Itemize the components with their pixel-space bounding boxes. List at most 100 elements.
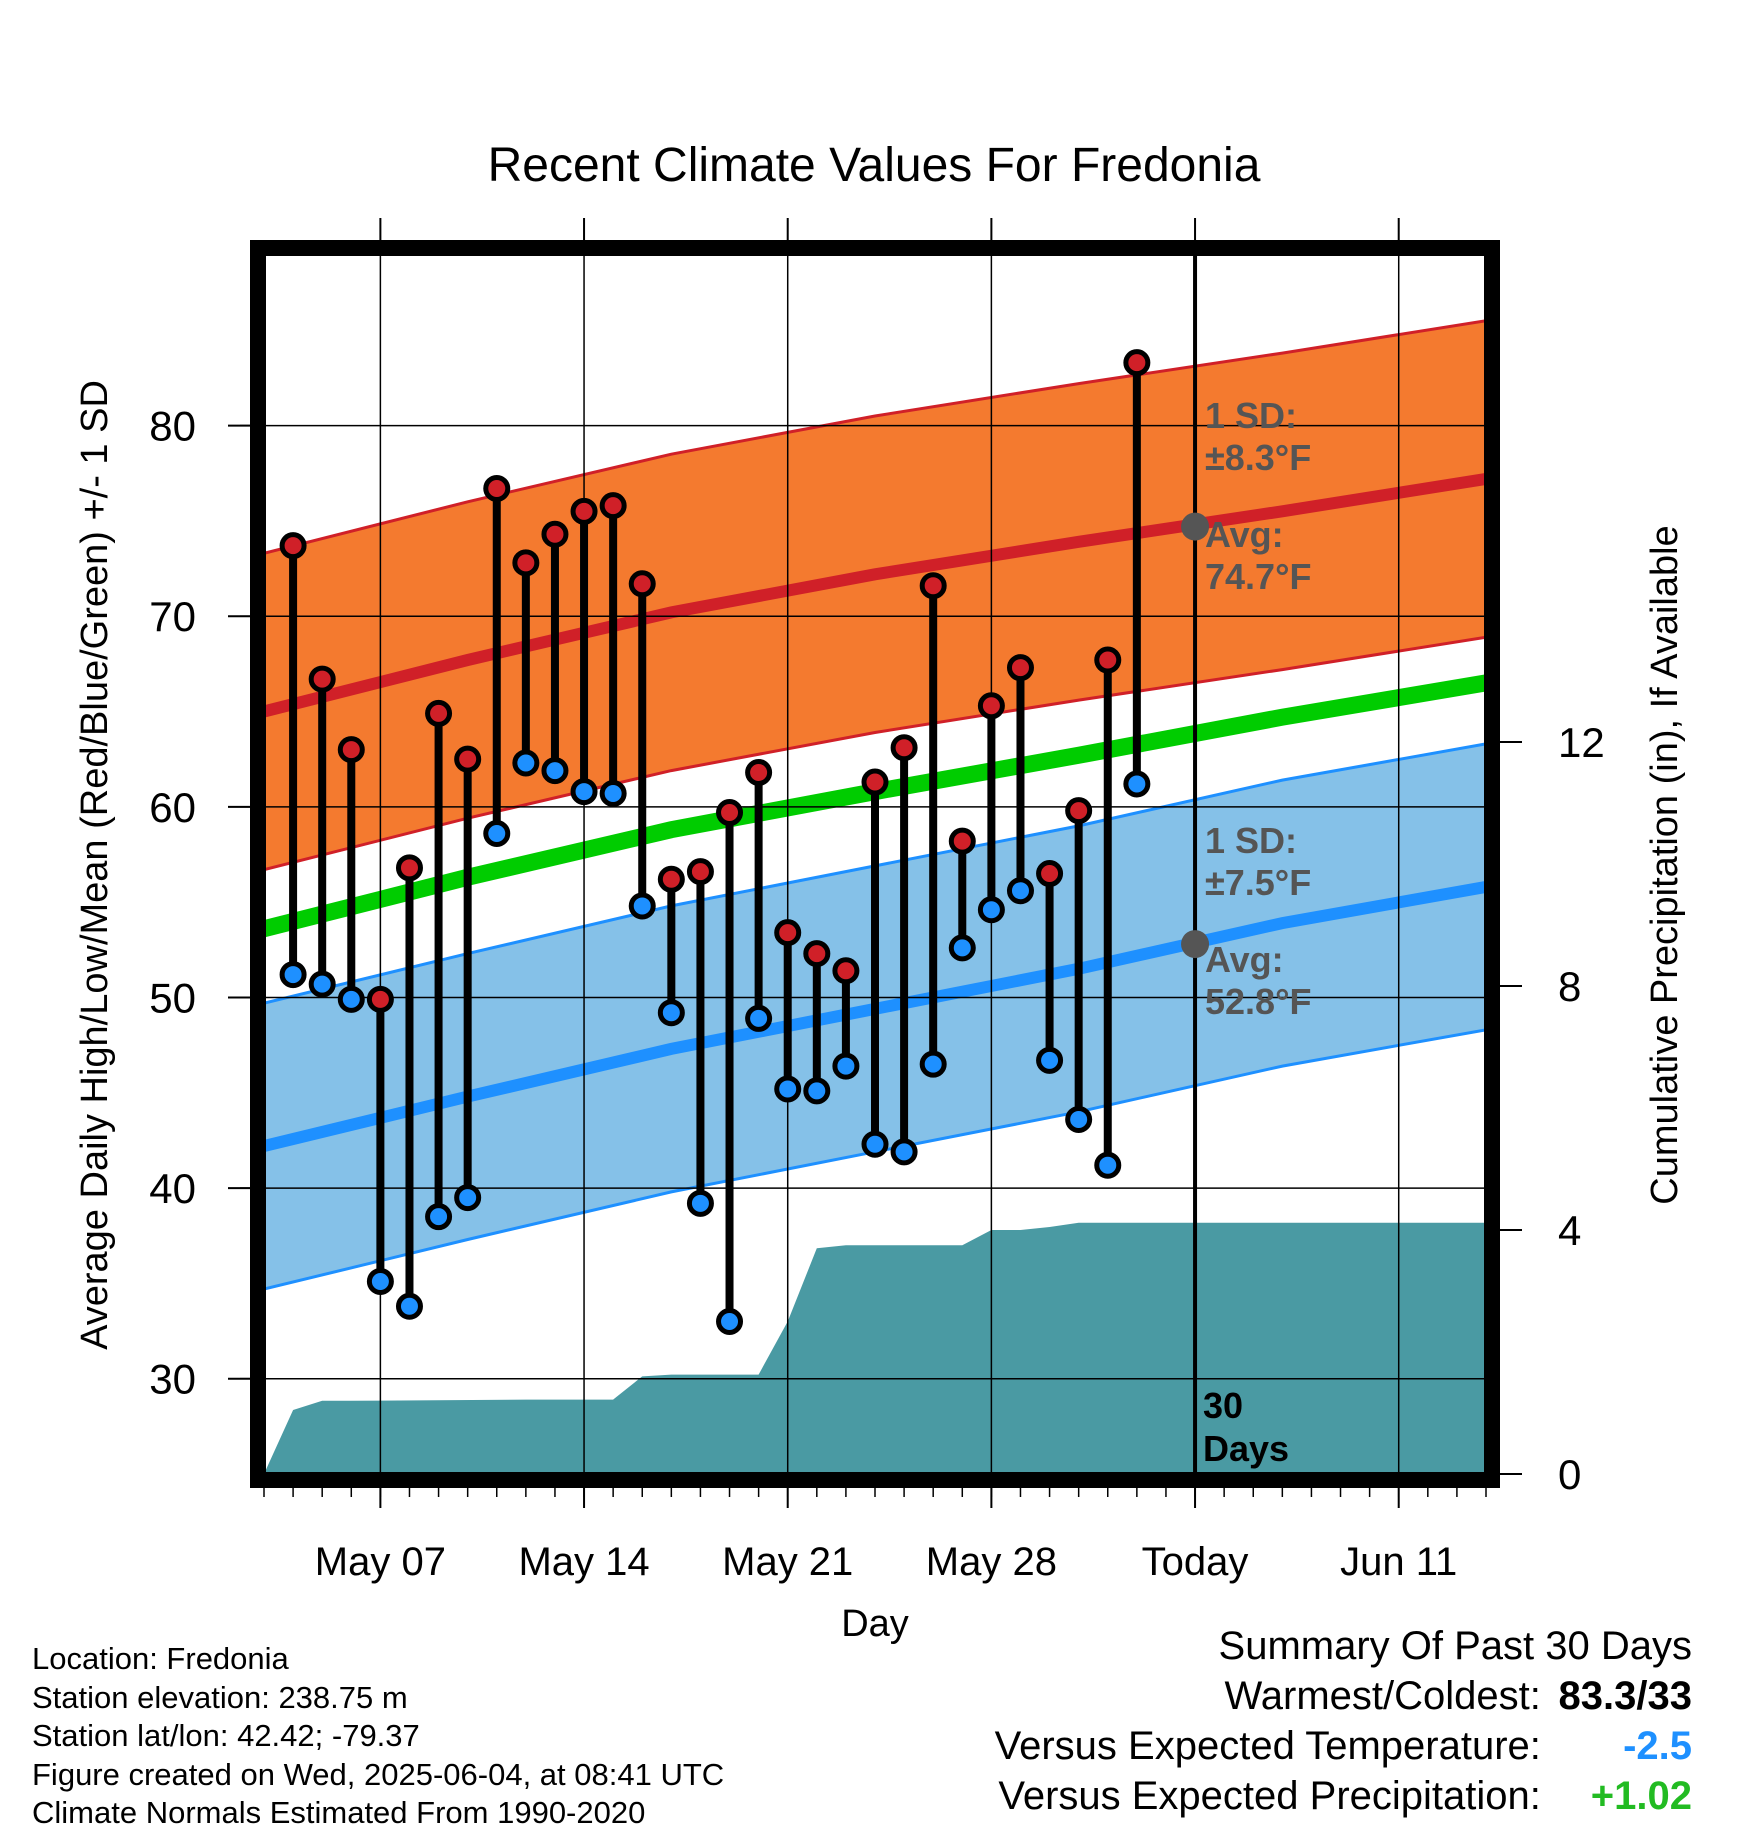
daily-high-point: [366, 985, 394, 1013]
x-tick-label: Today: [1142, 1540, 1249, 1584]
daily-low-point: [745, 1004, 773, 1032]
daily-low-point: [919, 1050, 947, 1078]
daily-high-point: [1065, 797, 1093, 825]
daily-high-point: [599, 492, 627, 520]
daily-low-point: [948, 934, 976, 962]
daily-low-point: [1123, 770, 1151, 798]
daily-low-point: [686, 1189, 714, 1217]
temp-row: Versus Expected Temperature: -2.5: [995, 1721, 1692, 1771]
latlon-text: Station lat/lon: 42.42; -79.37: [32, 1718, 420, 1753]
daily-low-point: [774, 1075, 802, 1103]
daily-low-point: [366, 1267, 394, 1295]
daily-low-point: [716, 1308, 744, 1335]
precip-value: +1.02: [1590, 1774, 1692, 1818]
daily-high-point: [395, 854, 423, 882]
daily-low-point: [977, 896, 1005, 924]
today-marker: [1181, 254, 1210, 1474]
top-ticks: [379, 218, 1400, 240]
x-tick-label: May 21: [722, 1540, 853, 1584]
daily-low-point: [1006, 877, 1034, 905]
daily-low-point: [483, 820, 511, 847]
y-axis-right: 0 4 8 12: [1500, 719, 1605, 1498]
daily-high-point: [308, 665, 336, 693]
daily-low-point: [628, 892, 656, 920]
daily-high-point: [512, 549, 540, 577]
daily-high-point: [1036, 860, 1064, 888]
y2-tick-label: 4: [1558, 1207, 1581, 1254]
daily-low-point: [1094, 1151, 1122, 1179]
daily-high-point: [919, 572, 947, 600]
daily-high-point: [977, 692, 1005, 720]
low-sd-label: 1 SD:: [1205, 820, 1297, 861]
daily-low-point: [832, 1052, 860, 1080]
y-tick-label: 70: [149, 593, 196, 640]
x-axis-title: Day: [841, 1603, 909, 1645]
x-tick-label: May 07: [315, 1540, 446, 1584]
high-sd-band: [264, 320, 1486, 870]
high-avg-today-dot: [1181, 512, 1210, 541]
y2-tick-label: 0: [1558, 1451, 1581, 1498]
daily-high-point: [425, 699, 453, 727]
daily-high-point: [657, 865, 685, 893]
temp-value: -2.5: [1623, 1724, 1692, 1768]
daily-high-point: [337, 736, 365, 764]
daily-high-point: [279, 532, 307, 560]
temp-label: Versus Expected Temperature:: [994, 1724, 1541, 1768]
daily-low-point: [803, 1077, 831, 1105]
days-word: Days: [1203, 1428, 1289, 1469]
low-avg-today-dot: [1181, 930, 1210, 959]
high-sd-value: ±8.3°F: [1205, 437, 1311, 478]
y-tick-label: 50: [149, 974, 196, 1021]
daily-high-point: [832, 957, 860, 985]
daily-low-point: [541, 757, 569, 785]
daily-low-point: [890, 1138, 918, 1166]
daily-high-point: [890, 734, 918, 762]
daily-high-point: [803, 940, 831, 968]
days-number: 30: [1203, 1385, 1243, 1426]
daily-low-point: [1036, 1046, 1064, 1074]
precipitation-area: [264, 1222, 1486, 1474]
created-text: Figure created on Wed, 2025-06-04, at 08…: [32, 1756, 725, 1792]
daily-high-point: [861, 768, 889, 796]
daily-high-point: [1006, 654, 1034, 682]
chart-title: Recent Climate Values For Fredonia: [488, 139, 1261, 192]
daily-low-point: [337, 985, 365, 1013]
daily-low-point: [454, 1184, 482, 1212]
station-info: Location: Fredonia Station elevation: 23…: [32, 1640, 724, 1833]
y-tick-label: 80: [149, 403, 196, 450]
high-band-upper-edge: [264, 319, 1486, 555]
precip-row: Versus Expected Precipitation: +1.02: [995, 1771, 1692, 1821]
daily-low-point: [657, 999, 685, 1027]
y-tick-label: 40: [149, 1165, 196, 1212]
y-tick-label: 30: [149, 1356, 196, 1403]
avg-high-line: [264, 472, 1486, 718]
low-avg-value: 52.8°F: [1205, 981, 1311, 1022]
location-text: Location: Fredonia: [32, 1641, 289, 1676]
daily-high-point: [483, 474, 511, 502]
y2-tick-label: 8: [1558, 963, 1581, 1010]
high-avg-value: 74.7°F: [1205, 556, 1311, 597]
daily-high-point: [454, 745, 482, 773]
low-sd-value: ±7.5°F: [1205, 862, 1311, 903]
warm-cold-value: 83.3/33: [1558, 1674, 1692, 1718]
daily-low-point: [599, 779, 627, 807]
summary-heading: Summary Of Past 30 Days: [1218, 1624, 1692, 1668]
summary-panel: Summary Of Past 30 Days Warmest/Coldest:…: [995, 1621, 1692, 1821]
daily-low-point: [279, 961, 307, 989]
normals-text: Climate Normals Estimated From 1990-2020: [32, 1795, 646, 1830]
y2-tick-label: 12: [1558, 719, 1605, 766]
daily-high-point: [628, 570, 656, 598]
daily-high-point: [948, 827, 976, 855]
daily-high-point: [570, 497, 598, 525]
y2-axis-title: Cumulative Precipitation (in), If Availa…: [1644, 525, 1686, 1204]
daily-range-bars: [279, 349, 1151, 1335]
daily-high-point: [745, 759, 773, 786]
x-tick-label: May 14: [518, 1540, 649, 1584]
precip-label: Versus Expected Precipitation:: [998, 1774, 1541, 1818]
daily-low-point: [861, 1130, 889, 1158]
daily-low-point: [395, 1292, 423, 1320]
y-axis-title: Average Daily High/Low/Mean (Red/Blue/Gr…: [74, 380, 116, 1350]
low-avg-label: Avg:: [1205, 939, 1284, 980]
x-tick-label: May 28: [926, 1540, 1057, 1584]
